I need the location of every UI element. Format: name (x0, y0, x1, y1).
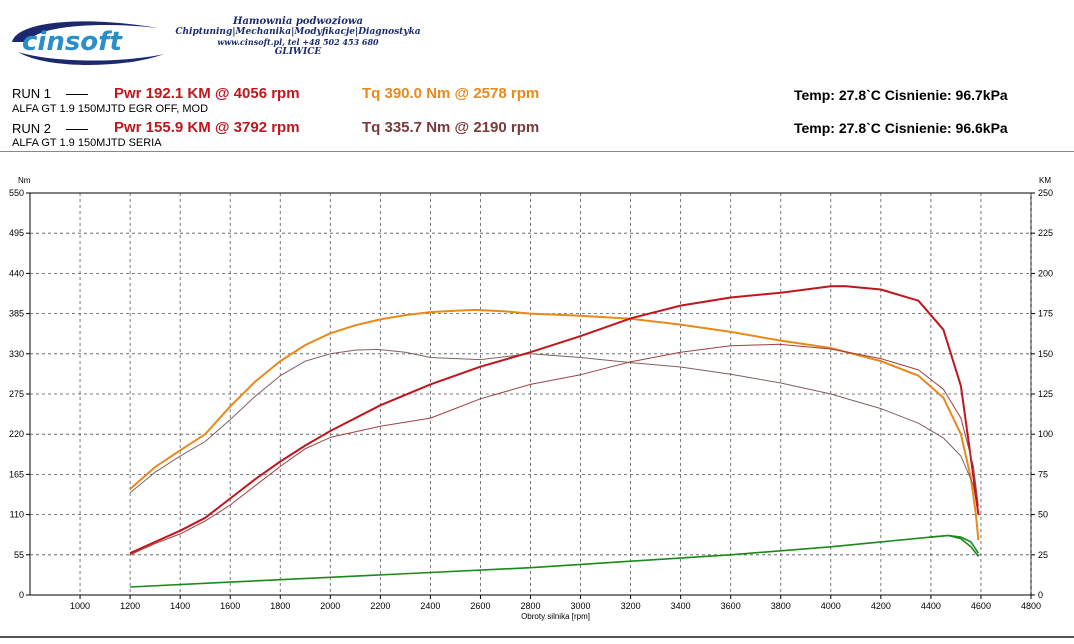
cinsoft-logo: cinsoft (12, 21, 164, 65)
run2-description: ALFA GT 1.9 150MJTD SERIA (12, 137, 162, 149)
y-right-axis-label: KM (1039, 176, 1051, 185)
y-right-tick-label: 50 (1038, 510, 1048, 520)
x-tick-label: 2200 (370, 601, 390, 611)
x-tick-label: 1200 (120, 601, 140, 611)
y-right-tick-label: 125 (1038, 389, 1053, 399)
run2-torque: Tq 335.7 Nm @ 2190 rpm (362, 119, 540, 136)
y-left-tick-label: 165 (9, 469, 24, 479)
company-line-4: GLIWICE (274, 47, 322, 57)
run2-power: Pwr 155.9 KM @ 3792 rpm (114, 119, 300, 136)
y-left-tick-label: 55 (14, 550, 24, 560)
x-tick-label: 3800 (771, 601, 791, 611)
company-line-1: Hamownia podwoziowa (233, 16, 363, 27)
x-tick-label: 4800 (1021, 601, 1041, 611)
x-tick-label: 2400 (420, 601, 440, 611)
x-tick-label: 4400 (921, 601, 941, 611)
run1-label: RUN 1 (12, 86, 52, 101)
x-tick-label: 2600 (470, 601, 490, 611)
run1-description: ALFA GT 1.9 150MJTD EGR OFF, MOD (12, 103, 209, 115)
x-tick-label: 3000 (571, 601, 591, 611)
run1-torque: Tq 390.0 Nm @ 2578 rpm (362, 85, 540, 102)
x-tick-label: 4000 (821, 601, 841, 611)
x-tick-label: 3600 (721, 601, 741, 611)
y-right-tick-label: 175 (1038, 309, 1053, 319)
run1-power: Pwr 192.1 KM @ 4056 rpm (114, 85, 300, 102)
company-line-3: www.cinsoft.pl, tel +48 502 453 680 (217, 37, 379, 47)
series-line-loss (130, 534, 980, 588)
x-tick-label: 1000 (70, 601, 90, 611)
y-right-tick-label: 100 (1038, 429, 1053, 439)
y-right-tick-label: 0 (1038, 590, 1043, 600)
y-left-tick-label: 0 (19, 590, 24, 600)
y-left-tick-label: 110 (10, 510, 24, 520)
run2-label: RUN 2 (12, 121, 52, 136)
run2-conditions: Temp: 27.8`C Cisnienie: 96.6kPa (794, 120, 1008, 136)
y-left-axis-label: Nm (18, 176, 31, 185)
plot-frame (29, 192, 1032, 596)
run2-line-sample (66, 129, 88, 130)
series-line-run2_power (129, 343, 979, 556)
footer-rule (0, 636, 1074, 638)
series-line-run2_torque (129, 348, 979, 515)
x-tick-label: 3200 (621, 601, 641, 611)
x-tick-label: 2800 (520, 601, 540, 611)
y-left-tick-label: 220 (9, 429, 24, 439)
x-tick-label: 1600 (220, 601, 240, 611)
x-tick-label: 3400 (671, 601, 691, 611)
y-right-tick-label: 250 (1038, 188, 1053, 198)
y-right-tick-label: 75 (1038, 469, 1048, 479)
y-right-tick-label: 225 (1038, 228, 1053, 238)
x-tick-label: 4200 (871, 601, 891, 611)
header-separator (0, 151, 1074, 152)
company-info: Hamownia podwoziowa Chiptuning|Mechanika… (168, 16, 428, 57)
y-right-tick-label: 200 (1038, 268, 1053, 278)
y-left-tick-label: 440 (9, 268, 24, 278)
series-line-loss (930, 534, 980, 557)
y-left-tick-label: 275 (9, 389, 24, 399)
y-left-tick-label: 330 (9, 349, 24, 359)
x-tick-label: 1400 (170, 601, 190, 611)
series-line-run1_power (129, 285, 980, 555)
logo-text: cinsoft (22, 27, 123, 57)
series-line-run1_torque (129, 308, 980, 541)
y-left-tick-label: 385 (9, 309, 24, 319)
run1-conditions: Temp: 27.8`C Cisnienie: 96.7kPa (794, 87, 1008, 103)
y-left-tick-label: 550 (9, 188, 24, 198)
x-tick-label: 1800 (270, 601, 290, 611)
y-left-tick-label: 495 (9, 228, 24, 238)
x-tick-label: 4600 (971, 601, 991, 611)
x-tick-label: 2000 (320, 601, 340, 611)
y-right-tick-label: 25 (1038, 550, 1048, 560)
y-right-tick-label: 150 (1038, 349, 1053, 359)
company-line-2: Chiptuning|Mechanika|Modyfikacje|Diagnos… (175, 27, 421, 37)
run1-line-sample (66, 94, 88, 95)
x-axis-label: Obroty silnika [rpm] (521, 612, 590, 621)
